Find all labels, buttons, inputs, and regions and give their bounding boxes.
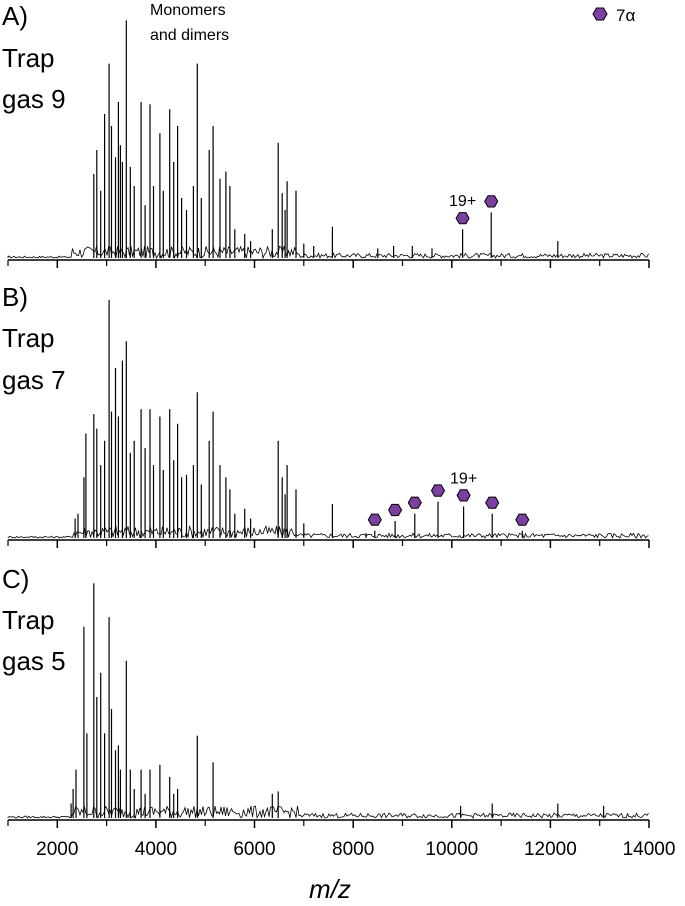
panel-c-spectrum	[7, 583, 650, 828]
charge-state-label: 19+	[449, 193, 476, 210]
hexagon-marker-icon	[484, 195, 499, 208]
panel-a-title-line1: Trap	[2, 43, 55, 73]
hexagon-marker-icon	[367, 513, 382, 526]
x-tick-label: 2000	[36, 839, 78, 860]
x-tick-label: 6000	[233, 839, 275, 860]
panel-b-spectrum: 19+	[7, 299, 650, 548]
panel-a-spectrum: 19+	[7, 20, 650, 268]
panel-c-title-line1: Trap	[2, 605, 55, 635]
baseline-noise-trace	[7, 805, 649, 819]
baseline-noise-trace	[7, 525, 649, 540]
hexagon-marker-icon	[485, 496, 500, 509]
legend-hexagon-icon	[592, 7, 608, 21]
panel-b-title-line1: Trap	[2, 323, 55, 353]
charge-state-label: 19+	[450, 470, 477, 487]
panel-b-title-line2: gas 7	[2, 365, 66, 395]
x-tick-label: 4000	[135, 839, 177, 860]
x-tick-label: 8000	[332, 839, 374, 860]
x-axis-label: m/z	[309, 874, 351, 904]
monomers-dimers-note-line1: Monomers	[150, 2, 226, 19]
hexagon-marker-icon	[515, 513, 530, 526]
legend: 7α	[592, 6, 635, 25]
hexagon-marker-icon	[455, 212, 470, 225]
hexagon-marker-icon	[430, 484, 446, 497]
panel-c-label: C)	[2, 564, 29, 594]
x-tick-label: 12000	[524, 839, 577, 860]
hexagon-marker-icon	[407, 496, 422, 509]
baseline-noise-trace	[7, 245, 649, 260]
hexagon-marker-icon	[388, 503, 403, 517]
legend-label: 7α	[616, 6, 635, 25]
panel-a-label: A)	[2, 1, 28, 31]
x-tick-label: 14000	[623, 839, 676, 860]
x-tick-label: 10000	[425, 839, 478, 860]
hexagon-marker-icon	[456, 489, 471, 502]
panel-c-title-line2: gas 5	[2, 646, 66, 676]
monomers-dimers-note-line2: and dimers	[150, 27, 229, 44]
panel-b-label: B)	[2, 282, 28, 312]
panel-a-title-line2: gas 9	[2, 84, 66, 114]
x-tick-labels: 2000 4000 6000 8000 10000 12000 14000	[36, 839, 675, 860]
